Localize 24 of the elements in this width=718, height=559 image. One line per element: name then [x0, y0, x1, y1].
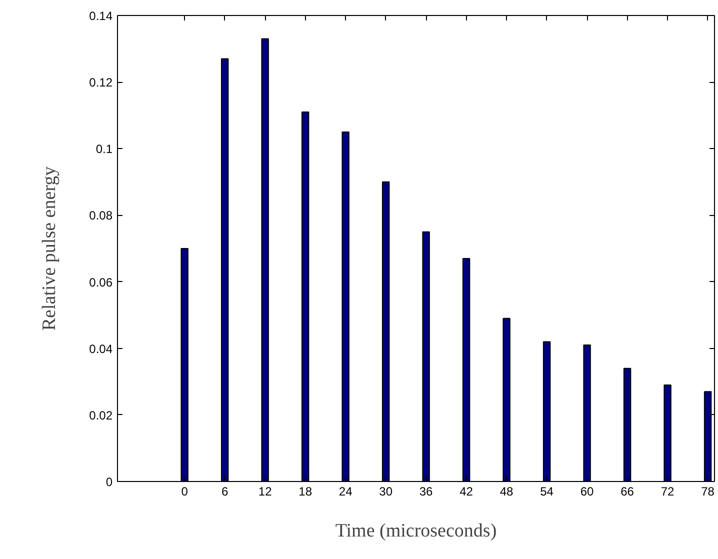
x-tick-label: 6: [221, 484, 228, 498]
x-tick-label: 78: [701, 484, 715, 498]
y-tick-label: 0.04: [89, 342, 113, 356]
y-tick-label: 0.12: [89, 76, 113, 90]
x-tick-label: 30: [379, 484, 393, 498]
x-tick-label: 66: [620, 484, 634, 498]
y-tick-label: 0.14: [89, 9, 113, 23]
x-tick-label: 60: [580, 484, 594, 498]
x-tick-label: 36: [419, 484, 434, 498]
x-tick-label: 72: [660, 484, 675, 498]
x-axis-title: Time (microseconds): [335, 520, 497, 542]
y-tick-label: 0: [106, 475, 113, 489]
x-tick-label: 18: [298, 484, 312, 498]
y-tick-label: 0.08: [89, 208, 113, 223]
y-tick-label: 0.02: [89, 408, 113, 422]
x-tick-label: 12: [258, 484, 272, 498]
x-tick-label: 54: [540, 484, 554, 498]
x-tick-label: 0: [181, 484, 188, 498]
y-axis-title: Relative pulse energy: [39, 166, 60, 331]
y-tick-label: 0.1: [96, 142, 113, 156]
y-tick-label: 0.06: [89, 275, 113, 290]
x-tick-label: 42: [460, 484, 474, 498]
x-tick-label: 24: [338, 484, 353, 498]
x-tick-label: 48: [500, 484, 514, 498]
